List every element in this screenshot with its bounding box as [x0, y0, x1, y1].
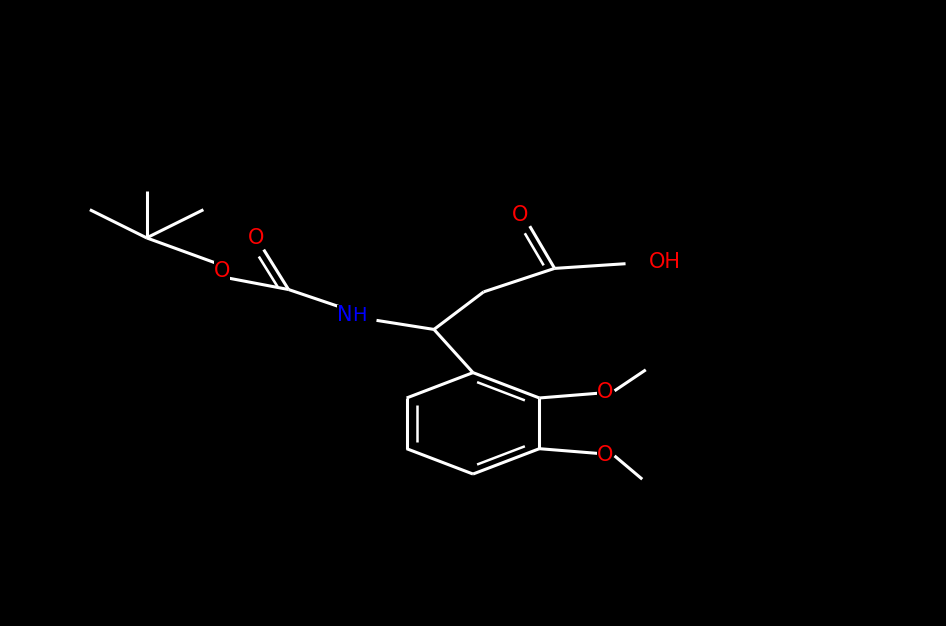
Text: O: O [248, 228, 264, 249]
Text: O: O [597, 382, 613, 402]
Text: O: O [512, 205, 529, 225]
Text: O: O [597, 444, 613, 464]
Text: OH: OH [649, 252, 681, 272]
Text: H: H [352, 306, 367, 325]
Text: O: O [214, 261, 231, 281]
Text: N: N [337, 305, 352, 325]
